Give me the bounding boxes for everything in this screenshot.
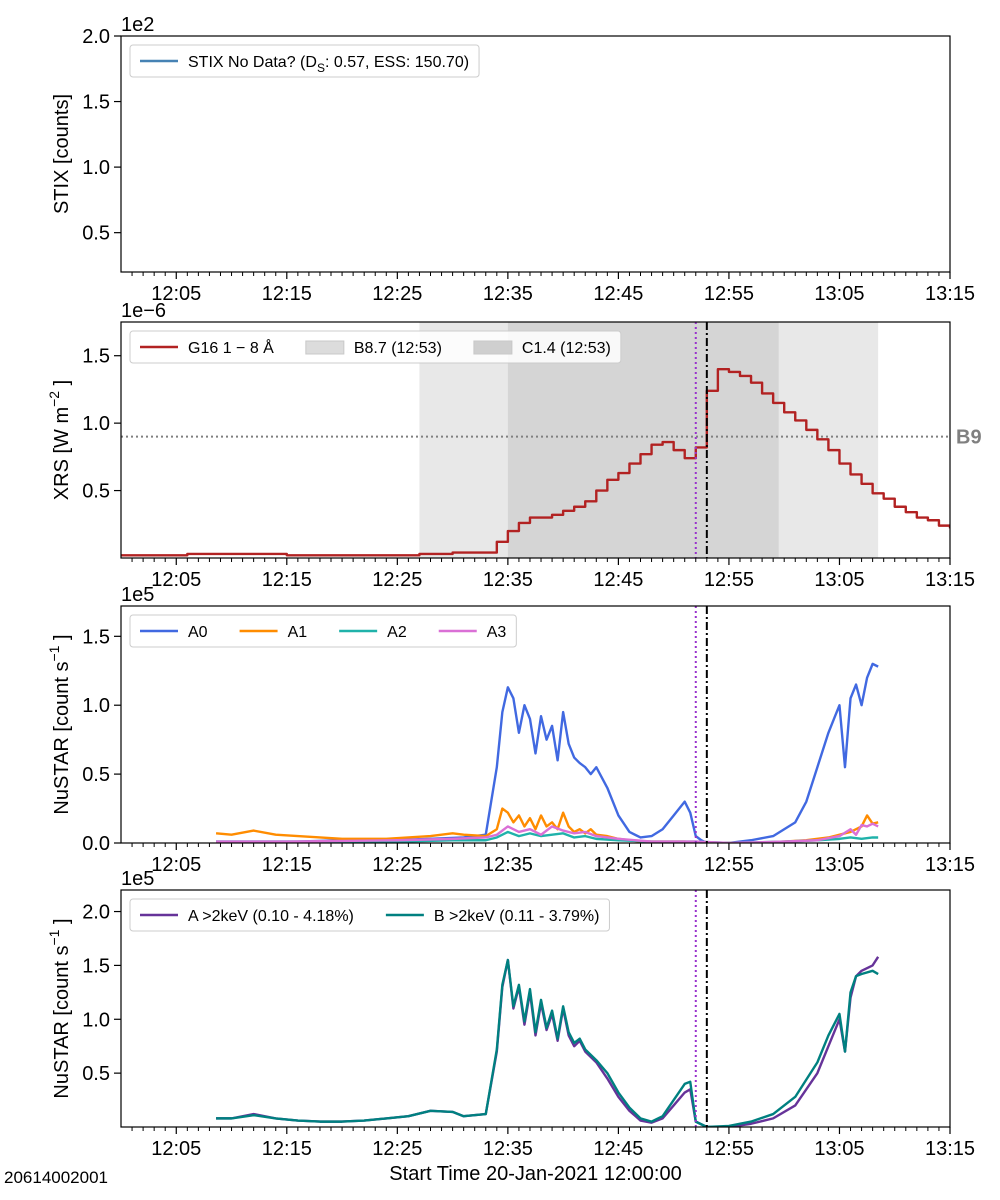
axes-frame xyxy=(120,889,951,1128)
x-tick-label: 12:05 xyxy=(151,1138,201,1160)
axis-multiplier: 1e5 xyxy=(121,584,154,606)
series-line-a xyxy=(216,956,880,1127)
x-tick-label: 12:15 xyxy=(262,1138,312,1160)
x-tick-label: 12:25 xyxy=(372,283,422,305)
y-tick-label: 1.0 xyxy=(82,695,110,717)
y-tick-label: 0.5 xyxy=(82,223,110,245)
y-tick-label: 0.5 xyxy=(82,764,110,786)
x-tick-label: 12:55 xyxy=(704,569,754,591)
axis-multiplier: 1e−6 xyxy=(121,300,166,322)
y-axis-label: NuSTAR [count s−1 ] xyxy=(46,634,73,814)
x-tick-label: 12:25 xyxy=(372,569,422,591)
x-tick-label: 12:45 xyxy=(593,854,643,876)
observation-id: 20614002001 xyxy=(4,1168,109,1187)
x-tick-label: 12:45 xyxy=(593,569,643,591)
legend-label: A >2keV (0.10 - 4.18%) xyxy=(188,908,354,925)
y-tick-label: 0.5 xyxy=(82,481,110,503)
series-line-a0 xyxy=(216,662,879,843)
panel-nustar-fpm: 12:05 12:15 12:25 12:35 12:45 12:55 13:05 13:15… xyxy=(46,868,975,1185)
x-tick-label: 12:05 xyxy=(151,569,201,591)
axes-frame xyxy=(120,321,951,559)
x-tick-label: 12:25 xyxy=(372,854,422,876)
x-tick-label: 12:05 xyxy=(151,854,201,876)
x-axis-label: Start Time 20-Jan-2021 12:00:00 xyxy=(389,1163,681,1185)
y-tick-label: 1.0 xyxy=(82,1009,110,1031)
legend: STIX No Data? (DS: 0.57, ESS: 150.70) xyxy=(129,44,480,78)
axis-multiplier: 1e2 xyxy=(121,14,154,36)
legend-label: A3 xyxy=(487,624,507,641)
x-tick-label: 12:25 xyxy=(372,1138,422,1160)
x-tick-label: 12:15 xyxy=(262,854,312,876)
axes-frame xyxy=(120,35,951,273)
series-line-b xyxy=(216,958,879,1127)
x-tick-label: 13:15 xyxy=(925,569,975,591)
y-tick-label: 1.5 xyxy=(82,626,110,648)
y-tick-label: 0.0 xyxy=(82,833,110,855)
x-tick-label: 13:05 xyxy=(814,854,864,876)
x-tick-label: 12:55 xyxy=(704,283,754,305)
legend-label: A2 xyxy=(387,624,407,641)
x-tick-label: 12:45 xyxy=(593,283,643,305)
legend-swatch xyxy=(305,340,345,355)
y-tick-label: 1.5 xyxy=(82,346,110,368)
legend: G16 1 − 8 Å B8.7 (12:53) C1.4 (12:53) xyxy=(129,330,622,364)
legend-label: B >2keV (0.11 - 3.79%) xyxy=(434,908,600,925)
x-tick-label: 13:05 xyxy=(814,569,864,591)
x-tick-label: 12:35 xyxy=(483,854,533,876)
x-tick-label: 12:35 xyxy=(483,1138,533,1160)
legend-frame xyxy=(129,44,480,78)
x-tick-label: 12:15 xyxy=(262,569,312,591)
series-line-a2 xyxy=(216,830,879,843)
legend-label: A1 xyxy=(288,624,308,641)
x-tick-label: 13:15 xyxy=(925,283,975,305)
axes-frame xyxy=(120,605,951,844)
legend-label: STIX No Data? (DS: 0.57, ESS: 150.70) xyxy=(188,54,469,75)
y-axis-label: NuSTAR [count s−1 ] xyxy=(46,918,73,1098)
threshold-label: B9 xyxy=(956,427,982,449)
x-tick-label: 13:15 xyxy=(925,1138,975,1160)
legend-frame xyxy=(129,614,517,648)
y-axis-label: XRS [W m−2 ] xyxy=(46,380,73,500)
panel-stix: 12:05 12:15 12:25 12:35 12:45 12:55 13:05 13:15… xyxy=(51,14,975,305)
series-line-a1 xyxy=(215,807,879,843)
legend-label: G16 1 − 8 Å xyxy=(188,338,274,357)
legend: A0 A1 A2 A3 xyxy=(129,614,517,648)
y-tick-label: 1.5 xyxy=(82,92,110,114)
x-tick-label: 12:35 xyxy=(483,569,533,591)
x-tick-label: 12:45 xyxy=(593,1138,643,1160)
x-tick-label: 12:55 xyxy=(704,854,754,876)
series-line-a3 xyxy=(216,822,879,843)
y-axis-label: STIX [counts] xyxy=(51,94,73,214)
x-tick-label: 13:05 xyxy=(814,283,864,305)
x-tick-label: 13:15 xyxy=(925,854,975,876)
legend-label: B8.7 (12:53) xyxy=(354,340,442,357)
y-tick-label: 0.5 xyxy=(82,1063,110,1085)
x-tick-label: 12:55 xyxy=(704,1138,754,1160)
panel-xrs: B9 12:05 12:15 12:25 12:35 12:45 12:55 13:05 13:… xyxy=(46,300,982,591)
y-tick-label: 1.0 xyxy=(82,413,110,435)
x-tick-label: 12:05 xyxy=(151,283,201,305)
plot-area xyxy=(216,890,880,1127)
panel-nustar-quadrants: 12:05 12:15 12:25 12:35 12:45 12:55 13:05 13:15… xyxy=(46,584,975,876)
y-tick-label: 2.0 xyxy=(82,26,110,48)
y-tick-label: 2.0 xyxy=(82,902,110,924)
axis-multiplier: 1e5 xyxy=(121,868,154,890)
plot-area xyxy=(215,606,879,843)
legend-frame xyxy=(129,898,610,932)
series-line-g16 xyxy=(121,368,950,557)
x-tick-label: 12:15 xyxy=(262,283,312,305)
legend-frame xyxy=(129,330,622,364)
y-tick-label: 1.5 xyxy=(82,955,110,977)
legend-label: C1.4 (12:53) xyxy=(522,340,611,357)
legend-swatch xyxy=(473,340,513,355)
y-tick-label: 1.0 xyxy=(82,157,110,179)
legend-label: A0 xyxy=(188,624,208,641)
legend: A >2keV (0.10 - 4.18%) B >2keV (0.11 - 3.… xyxy=(129,898,610,932)
x-tick-label: 13:05 xyxy=(814,1138,864,1160)
x-tick-label: 12:35 xyxy=(483,283,533,305)
